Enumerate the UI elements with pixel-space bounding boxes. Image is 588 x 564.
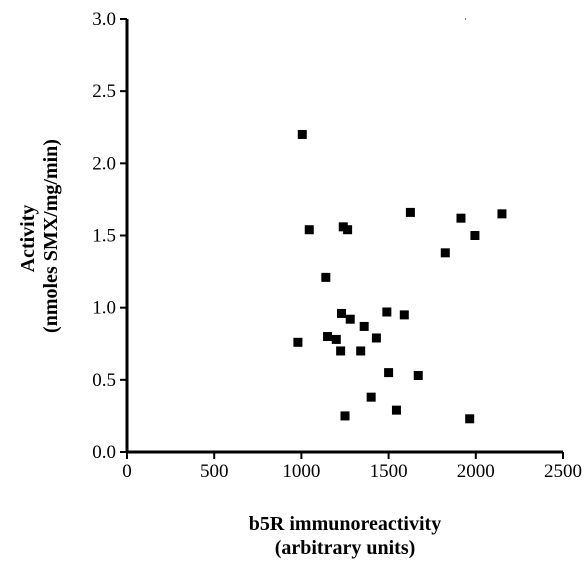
y-axis-ticks: 0.0 0.5 1.0 1.5 2.0 2.5 3.0 [92, 9, 127, 463]
y-axis-title-line-2: (nmoles SMX/mg/min) [40, 139, 62, 333]
data-point [366, 392, 376, 402]
data-point [304, 225, 314, 235]
x-tick-label: 1000 [282, 461, 320, 482]
y-tick-label: 0.0 [92, 442, 116, 463]
y-tick-label: 1.5 [92, 226, 116, 247]
data-point [384, 368, 394, 378]
data-point [345, 314, 355, 324]
data-point [343, 225, 353, 235]
data-point [465, 414, 475, 424]
data-point [470, 231, 480, 240]
y-tick-label: 1.0 [92, 298, 116, 319]
x-tick-label: 2500 [544, 461, 582, 482]
x-axis-title-line-2: (arbitrary units) [275, 537, 416, 559]
data-point [371, 333, 381, 343]
x-tick-label: 0 [122, 461, 132, 482]
data-points [293, 129, 507, 424]
x-tick-label: 2000 [457, 461, 495, 482]
data-point [359, 321, 369, 331]
data-point [293, 337, 303, 347]
data-point [297, 129, 307, 139]
x-axis-ticks: 0 500 1000 1500 2000 2500 [122, 452, 582, 482]
data-point [497, 209, 507, 219]
data-point [336, 346, 346, 356]
data-point [337, 308, 347, 318]
y-tick-label: 3.0 [92, 9, 116, 30]
y-tick-label: 2.5 [92, 81, 116, 102]
y-tick-label: 0.5 [92, 370, 116, 391]
x-tick-label: 1500 [370, 461, 408, 482]
data-point [456, 213, 466, 223]
data-point [323, 332, 333, 342]
x-tick-label: 500 [200, 461, 229, 482]
data-point [405, 207, 415, 217]
data-point [356, 346, 366, 356]
y-tick-label: 2.0 [92, 153, 116, 174]
data-point [413, 371, 423, 381]
y-axis-title: Activity (nmoles SMX/mg/min) [17, 139, 62, 333]
data-point [331, 334, 341, 344]
data-point [321, 272, 331, 282]
data-point [340, 411, 350, 421]
data-point [391, 405, 401, 415]
y-axis-title-line-1: Activity [17, 205, 39, 273]
data-point [382, 307, 392, 317]
data-point [440, 248, 450, 258]
data-point [399, 310, 409, 320]
x-axis-title-line-1: b5R immunoreactivity [249, 513, 441, 535]
